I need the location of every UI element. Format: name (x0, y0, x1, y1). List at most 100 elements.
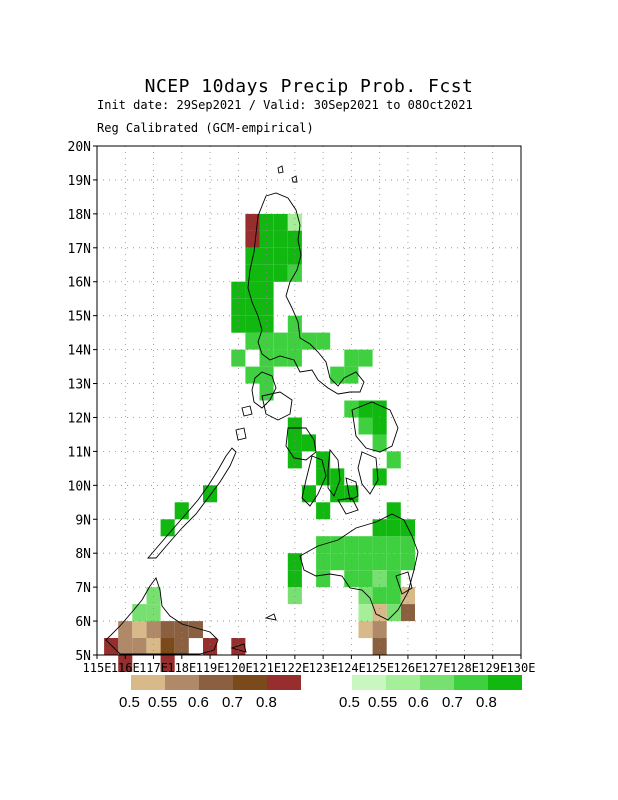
wet-prob-cell (330, 366, 345, 384)
wet-prob-cell (287, 553, 302, 571)
axis-labels: 20N 19N 18N 17N 16N 15N 14N 13N 12N 11N 10N 9N 8N 7N 6… (68, 140, 536, 675)
lat-tick-label: 10N (68, 479, 91, 494)
dry-prob-cell (372, 621, 387, 639)
lat-tick-label: 18N (68, 208, 91, 223)
lon-tick-label: 115E (83, 661, 112, 675)
wet-prob-cell (372, 400, 387, 418)
wet-prob-cell (203, 485, 218, 503)
dry-prob-cell (245, 230, 260, 248)
wet-prob-cell (146, 587, 161, 605)
wet-legend-label: 0.5 (339, 694, 360, 711)
wet-prob-cell (287, 417, 302, 435)
wet-prob-cell (245, 281, 260, 299)
lat-tick-label: 15N (68, 310, 91, 325)
wet-prob-cell (301, 332, 316, 350)
wet-legend-swatch (454, 675, 488, 690)
wet-prob-cell (259, 315, 274, 333)
dry-legend-label: 0.7 (222, 694, 243, 711)
lon-tick-label: 127E (422, 661, 451, 675)
wet-prob-cell (273, 247, 288, 265)
wet-prob-cell (287, 230, 302, 248)
wet-legend-label: 0.55 (368, 694, 398, 711)
wet-prob-cell (372, 553, 387, 571)
lon-tick-label: 118E (167, 661, 196, 675)
wet-prob-cell (273, 213, 288, 231)
wet-legend-label: 0.8 (476, 694, 497, 711)
dry-prob-cell (174, 638, 189, 655)
wet-prob-cell (273, 332, 288, 350)
wet-prob-cell (287, 451, 302, 469)
wet-prob-cell (316, 451, 331, 469)
dry-legend-label: 0.6 (188, 694, 209, 711)
lon-tick-label: 124E (337, 661, 366, 675)
wet-prob-cell (273, 264, 288, 282)
lat-tick-label: 17N (68, 242, 91, 257)
wet-prob-cell (330, 468, 345, 486)
wet-prob-cell (287, 315, 302, 333)
dry-legend-label: 0.8 (256, 694, 277, 711)
dry-prob-cell (400, 587, 415, 605)
wet-prob-cell (344, 400, 359, 418)
wet-prob-cell (330, 536, 345, 554)
wet-prob-cell (259, 349, 274, 367)
wet-prob-cell (358, 417, 373, 435)
lat-tick-label: 12N (68, 411, 91, 426)
dry-legend-label: 0.5 (119, 694, 140, 711)
lon-tick-label: 130E (507, 661, 536, 675)
dry-legend-swatch (165, 675, 199, 690)
wet-prob-cell (372, 434, 387, 452)
dry-prob-cell (400, 604, 415, 622)
wet-prob-cell (358, 400, 373, 418)
wet-prob-cell (344, 366, 359, 384)
lon-tick-label: 129E (478, 661, 507, 675)
map-frame (96, 145, 522, 656)
wet-prob-cell (174, 502, 189, 520)
wet-prob-cell (316, 332, 331, 350)
wet-prob-cell (301, 485, 316, 503)
wet-prob-cell (372, 519, 387, 537)
coastline (105, 165, 419, 655)
lat-tick-label: 14N (68, 344, 91, 359)
subtitle-dates: Init date: 29Sep2021 / Valid: 30Sep2021 … (97, 98, 473, 112)
dry-legend-swatch (267, 675, 301, 690)
wet-prob-cell (386, 502, 401, 520)
wet-prob-cell (287, 434, 302, 452)
wet-prob-cell (372, 536, 387, 554)
lon-tick-label: 119E (196, 661, 225, 675)
wet-prob-cell (231, 349, 246, 367)
wet-prob-cell (245, 247, 260, 265)
wet-prob-cell (358, 604, 373, 622)
wet-legend-swatch (352, 675, 386, 690)
dry-prob-cell (358, 621, 373, 639)
wet-prob-cell (273, 349, 288, 367)
dry-prob-cell (372, 638, 387, 655)
lat-tick-label: 13N (68, 378, 91, 393)
wet-prob-cell (358, 570, 373, 588)
lon-tick-label: 126E (393, 661, 422, 675)
dry-prob-cell (118, 655, 133, 672)
wet-prob-cell (273, 230, 288, 248)
dry-legend-swatch (199, 675, 233, 690)
lon-tick-label: 125E (365, 661, 394, 675)
wet-prob-cell (358, 553, 373, 571)
wet-prob-cell (358, 587, 373, 605)
dry-prob-cell (188, 621, 203, 639)
dry-prob-cell (132, 621, 147, 639)
wet-prob-cell (245, 332, 260, 350)
wet-prob-cell (400, 553, 415, 571)
lat-tick-label: 19N (68, 174, 91, 189)
wet-legend-label: 0.7 (442, 694, 463, 711)
dry-prob-cell (160, 621, 175, 639)
wet-prob-cell (245, 315, 260, 333)
dry-prob-cell (118, 638, 133, 655)
lat-tick-label: 16N (68, 276, 91, 291)
wet-prob-cell (259, 264, 274, 282)
wet-prob-cell (231, 315, 246, 333)
dry-prob-cell (146, 621, 161, 639)
dry-prob-cell (245, 213, 260, 231)
wet-prob-cell (259, 213, 274, 231)
dry-prob-cell (132, 638, 147, 655)
wet-prob-cell (372, 417, 387, 435)
wet-prob-cell (287, 247, 302, 265)
